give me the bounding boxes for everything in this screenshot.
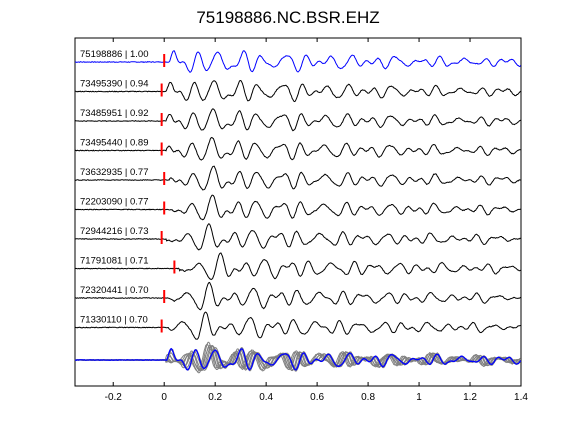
trace-2: 73485951 | 0.92 [74, 108, 521, 132]
trace-label: 72944216 | 0.73 [80, 226, 149, 237]
trace-6: 72944216 | 0.73 [74, 223, 521, 251]
trace-line [75, 79, 521, 103]
trace-line [74, 108, 521, 132]
chart-title: 75198886.NC.BSR.EHZ [196, 8, 380, 27]
stack-master-trace [75, 347, 522, 371]
trace-label: 71791081 | 0.71 [80, 256, 149, 267]
trace-line [74, 194, 521, 221]
trace-3: 73495440 | 0.89 [74, 136, 521, 161]
trace-line [75, 50, 522, 73]
trace-0: 75198886 | 1.00 [75, 49, 522, 73]
x-tick-label: 0.8 [361, 392, 375, 403]
trace-4: 73632935 | 0.77 [74, 165, 521, 191]
trace-label: 71330110 | 0.70 [80, 315, 148, 326]
stack-layer [74, 341, 522, 374]
trace-label: 73495390 | 0.94 [80, 79, 149, 90]
x-tick-label: -0.2 [105, 392, 123, 403]
x-tick-label: 0.2 [208, 392, 222, 403]
x-axis: -0.2 0 0.2 0.4 0.6 0.8 1 1.2 1.4 [105, 38, 528, 403]
trace-label: 73632935 | 0.77 [80, 167, 149, 178]
trace-8: 72320441 | 0.70 [74, 281, 521, 311]
trace-line [74, 165, 521, 191]
x-tick-label: 0.6 [310, 392, 324, 403]
traces-layer: 75198886 | 1.00 73495390 | 0.94 73485951 |… [74, 49, 522, 340]
x-tick-label: 1 [416, 392, 422, 403]
trace-label: 73495440 | 0.89 [80, 138, 149, 149]
trace-line [74, 311, 521, 340]
x-tick-label: 1.4 [514, 392, 528, 403]
trace-label: 73485951 | 0.92 [80, 108, 149, 119]
trace-line [74, 252, 521, 281]
trace-9: 71330110 | 0.70 [74, 311, 521, 340]
trace-1: 73495390 | 0.94 [75, 79, 521, 103]
plot-frame [74, 37, 522, 387]
trace-label: 72203090 | 0.77 [80, 197, 149, 208]
trace-line [74, 136, 521, 161]
trace-7: 71791081 | 0.71 [74, 252, 521, 281]
trace-label: 75198886 | 1.00 [80, 49, 149, 60]
x-tick-label: 0.4 [259, 392, 273, 403]
trace-line [74, 223, 521, 251]
x-tick-label: 1.2 [463, 392, 477, 403]
trace-line [74, 281, 521, 311]
trace-label: 72320441 | 0.70 [80, 285, 149, 296]
trace-5: 72203090 | 0.77 [74, 194, 521, 221]
x-tick-label: 0 [161, 392, 167, 403]
